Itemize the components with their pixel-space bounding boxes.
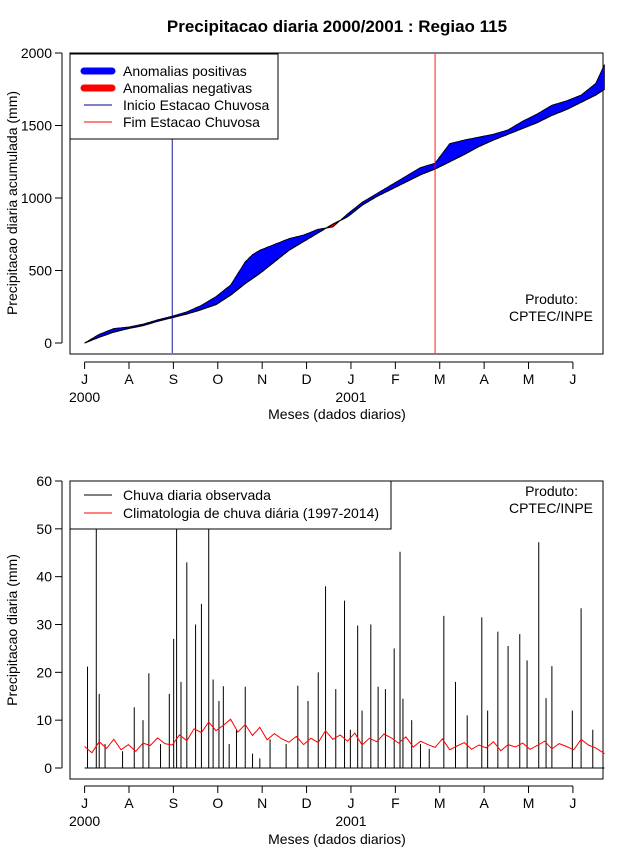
- bottom-year-label: 2000: [69, 813, 100, 829]
- daily-bars: [84, 481, 605, 769]
- legend-label-negative: Anomalias negativas: [123, 80, 252, 96]
- bottom-y-tick-label: 60: [36, 473, 52, 489]
- bottom-y-tick-label: 10: [36, 712, 52, 728]
- chart-title: Precipitacao diaria 2000/2001 : Regiao 1…: [167, 17, 507, 36]
- legend-label-climatology: Climatologia de chuva diária (1997-2014): [123, 505, 379, 521]
- top-month-label: N: [257, 371, 267, 387]
- bottom-y-tick-label: 30: [36, 617, 52, 633]
- top-year-label: 2000: [69, 389, 100, 405]
- top-month-label: A: [124, 371, 134, 387]
- bottom-month-label: D: [302, 795, 312, 811]
- legend-label-fim: Fim Estacao Chuvosa: [123, 114, 260, 130]
- top-month-label: F: [391, 371, 400, 387]
- bottom-y-tick-label: 20: [36, 664, 52, 680]
- bottom-x-axis: J A S O N D J F M A M J 2000 2001: [69, 785, 576, 829]
- top-plot-frame: [69, 52, 604, 355]
- observed-cumulative-line: [84, 64, 605, 344]
- top-y-tick-label: 1000: [21, 190, 52, 206]
- product-annotation-line-2: CPTEC/INPE: [509, 308, 593, 324]
- top-y-tick-label: 500: [29, 263, 53, 279]
- cumulative-chart: Precipitacao diaria 2000/2001 : Regiao 1…: [4, 17, 605, 422]
- bottom-month-label: M: [523, 795, 535, 811]
- top-y-axis-label: Precipitacao diaria acumulada (mm): [4, 91, 20, 315]
- daily-chart: 0 10 20 30 40 50 60 J A S O N D J F M A M J 2000 2001 Preci…: [4, 473, 605, 847]
- top-month-label: A: [479, 371, 489, 387]
- top-x-axis-label: Meses (dados diarios): [268, 406, 406, 422]
- bottom-month-label: J: [347, 795, 354, 811]
- top-month-label: S: [169, 371, 178, 387]
- positive-anomaly-area: [339, 64, 605, 221]
- legend-label-observed: Chuva diaria observada: [123, 487, 271, 503]
- bottom-annotation-line-2: CPTEC/INPE: [509, 500, 593, 516]
- top-month-label: M: [523, 371, 535, 387]
- top-y-tick-label: 2000: [21, 45, 52, 61]
- positive-anomaly-area: [84, 227, 326, 344]
- bottom-annotation-line-1: Produto:: [525, 483, 578, 499]
- bottom-y-tick-label: 50: [36, 521, 52, 537]
- bottom-month-label: M: [434, 795, 446, 811]
- bottom-x-axis-label: Meses (dados diarios): [268, 831, 406, 847]
- bottom-month-label: A: [479, 795, 489, 811]
- top-year-label: 2001: [335, 389, 366, 405]
- bottom-month-label: S: [169, 795, 178, 811]
- top-month-label: O: [212, 371, 223, 387]
- bottom-year-label: 2001: [335, 813, 366, 829]
- bottom-month-label: F: [391, 795, 400, 811]
- bottom-month-label: N: [257, 795, 267, 811]
- climatology-series: [84, 718, 605, 755]
- climatology-daily-line: [84, 718, 605, 755]
- climatology-cumulative-line: [84, 88, 605, 344]
- top-month-label: M: [434, 371, 446, 387]
- top-y-axis: 0 500 1000 1500 2000: [21, 45, 63, 351]
- bottom-y-axis-label: Precipitacao diaria (mm): [4, 554, 20, 706]
- bottom-month-label: O: [212, 795, 223, 811]
- top-y-tick-label: 1500: [21, 118, 52, 134]
- top-month-label: J: [347, 371, 354, 387]
- top-y-tick-label: 0: [44, 335, 52, 351]
- bottom-y-tick-label: 0: [44, 760, 52, 776]
- bottom-y-tick-label: 40: [36, 569, 52, 585]
- legend-label-positive: Anomalias positivas: [123, 63, 247, 79]
- bottom-month-label: A: [124, 795, 134, 811]
- legend-label-inicio: Inicio Estacao Chuvosa: [123, 97, 270, 113]
- bottom-month-label: J: [81, 795, 88, 811]
- bottom-y-axis: 0 10 20 30 40 50 60: [36, 473, 63, 776]
- bottom-legend: Chuva diaria observada Climatologia de c…: [69, 480, 392, 530]
- top-month-label: D: [302, 371, 312, 387]
- product-annotation-line-1: Produto:: [525, 291, 578, 307]
- bottom-month-label: J: [569, 795, 576, 811]
- top-x-axis: J A S O N D J F M A M J 2000 2001: [69, 361, 576, 405]
- top-legend: Anomalias positivas Anomalias negativas …: [69, 53, 279, 140]
- top-month-label: J: [569, 371, 576, 387]
- bottom-legend-box: [69, 480, 392, 530]
- top-month-label: J: [81, 371, 88, 387]
